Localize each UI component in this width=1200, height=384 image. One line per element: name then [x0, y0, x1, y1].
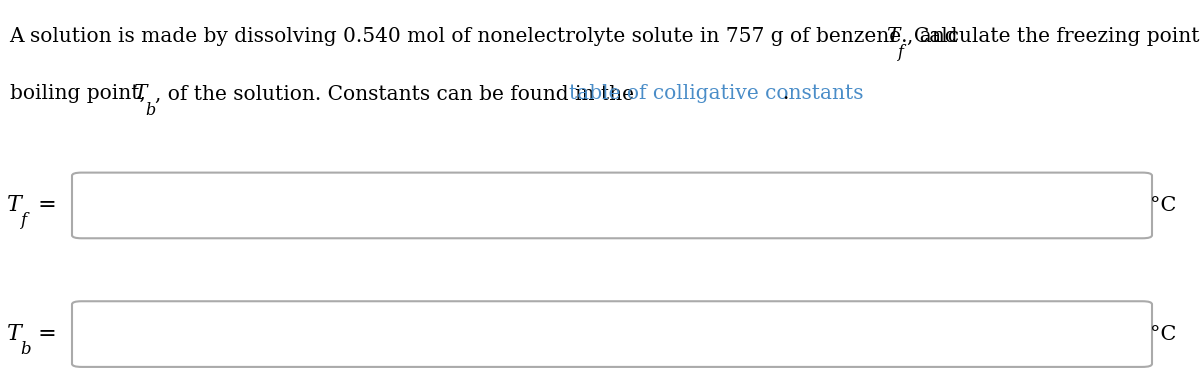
Text: T: T	[133, 84, 146, 103]
Text: , and: , and	[907, 27, 958, 46]
Text: b: b	[20, 341, 31, 358]
Text: =: =	[31, 194, 56, 217]
Text: b: b	[145, 102, 156, 119]
Text: , of the solution. Constants can be found in the: , of the solution. Constants can be foun…	[155, 84, 640, 103]
Text: f: f	[898, 44, 904, 61]
Text: table of colligative constants: table of colligative constants	[569, 84, 863, 103]
Text: A solution is made by dissolving 0.540 mol of nonelectrolyte solute in 757 g of : A solution is made by dissolving 0.540 m…	[10, 27, 1200, 46]
Text: =: =	[31, 323, 56, 345]
FancyBboxPatch shape	[72, 301, 1152, 367]
Text: °C: °C	[1150, 324, 1176, 344]
Text: T: T	[886, 27, 899, 46]
Text: T: T	[7, 194, 22, 217]
Text: °C: °C	[1150, 196, 1176, 215]
Text: f: f	[20, 212, 26, 229]
Text: .: .	[782, 84, 788, 103]
Text: boiling point,: boiling point,	[10, 84, 152, 103]
Text: T: T	[7, 323, 22, 345]
FancyBboxPatch shape	[72, 173, 1152, 238]
